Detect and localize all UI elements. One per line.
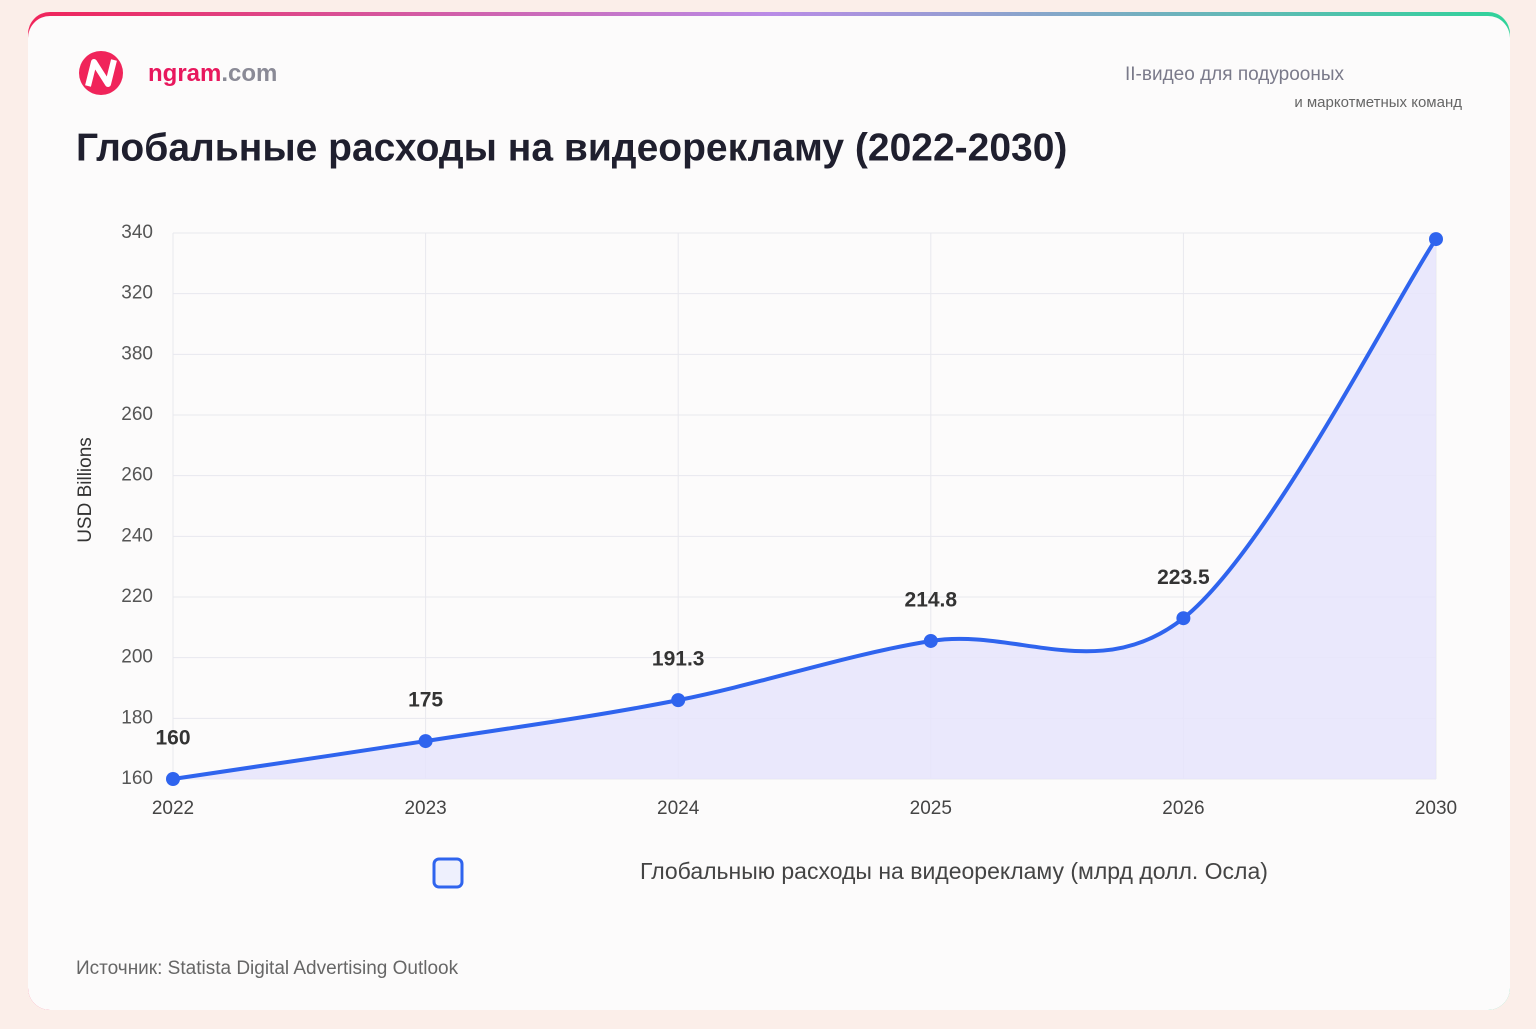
- logo: [79, 51, 123, 95]
- y-axis-label: USD Billions: [75, 437, 96, 543]
- line: [171, 237, 1438, 781]
- legend-swatch: [432, 857, 464, 889]
- x-tick-label: 2022: [152, 798, 194, 819]
- point: [1176, 611, 1191, 626]
- x-tick-label: 2030: [1415, 798, 1457, 819]
- point: [923, 633, 938, 648]
- y-tick-label: 260: [121, 465, 153, 486]
- x-tick-label: 2024: [657, 798, 700, 819]
- y-tick-label: 340: [121, 222, 153, 243]
- source: Источник: Statista Digital Advertising O…: [76, 958, 459, 979]
- y-tick-label: 320: [121, 283, 153, 304]
- y-tick-label: 380: [121, 343, 153, 364]
- y-tick-label: 200: [121, 647, 153, 668]
- tagline: II-видео для подурооных: [1125, 64, 1344, 85]
- data-label: 223.5: [1157, 566, 1210, 589]
- chart-title: Глобальные расходы на видеорекламу (2022…: [76, 126, 1067, 169]
- point: [166, 772, 180, 786]
- x-tick-label: 2025: [910, 798, 952, 819]
- tagline: и маркотметных команд: [1294, 94, 1462, 111]
- y-tick-label: 180: [121, 707, 153, 728]
- brand-name: ngram: [148, 60, 221, 87]
- legend-label: Глобальныю расходы на видеорекламу (млрд…: [640, 858, 1268, 884]
- x-tick-label: 2026: [1162, 798, 1204, 819]
- y-tick-label: 240: [121, 525, 153, 546]
- y-tick-label: 260: [121, 404, 153, 425]
- point: [1429, 232, 1443, 247]
- y-tick-label: 160: [121, 768, 153, 789]
- point: [671, 693, 686, 708]
- y-tick-label: 220: [121, 586, 153, 607]
- data-label: 214.8: [905, 589, 958, 612]
- point: [418, 734, 433, 749]
- data-label: 160: [155, 727, 190, 750]
- brand-suffix: .com: [221, 60, 277, 87]
- data-label: 191.3: [652, 648, 705, 671]
- brand: ngram.com: [148, 60, 277, 87]
- data-label: 175: [408, 689, 443, 712]
- x-tick-label: 2023: [404, 798, 446, 819]
